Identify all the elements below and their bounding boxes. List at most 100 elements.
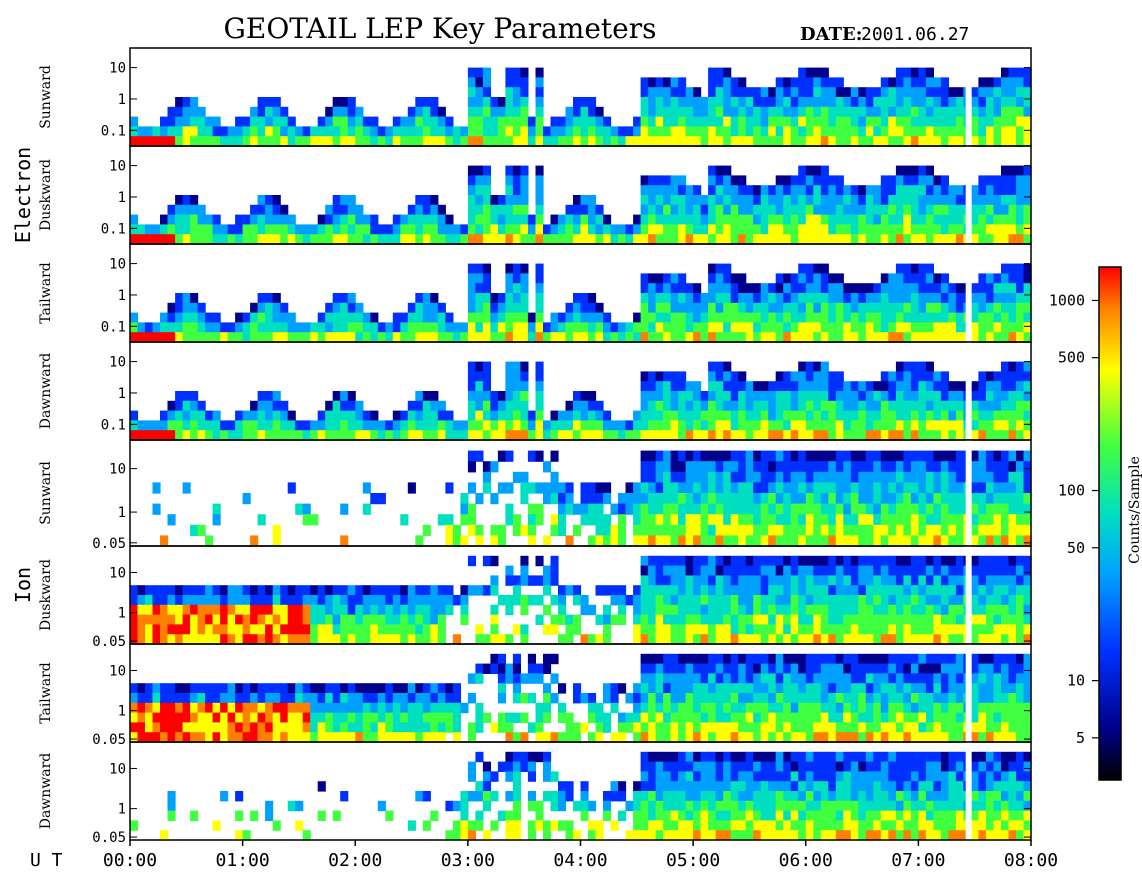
spectrogram-cell [347,224,356,235]
spectrogram-cell [1008,712,1017,723]
spectrogram-cell [287,482,296,494]
spectrogram-cell [685,461,694,473]
spectrogram-cell [340,791,349,802]
spectrogram-cell [295,430,304,441]
spectrogram-cell [685,430,694,441]
spectrogram-cell [903,400,912,412]
spectrogram-cell [933,332,942,343]
spectrogram-cell [265,585,274,596]
spectrogram-cell [610,234,619,245]
spectrogram-cell [948,312,957,323]
spectrogram-cell [955,555,964,567]
spectrogram-cell [858,575,867,586]
spectrogram-cell [925,410,934,421]
spectrogram-cell [475,175,484,186]
spectrogram-cell [978,195,987,206]
spectrogram-cell [475,430,484,441]
spectrogram-cell [558,585,567,596]
spectrogram-cell [723,493,732,505]
spectrogram-cell [325,224,334,235]
spectrogram-cell [888,614,897,625]
spectrogram-cell [175,332,184,343]
spectrogram-cell [745,410,754,421]
spectrogram-cell [828,312,837,323]
spectrogram-cell [347,400,356,412]
spectrogram-cell [738,493,747,505]
spectrogram-cell [723,524,732,536]
spectrogram-cell [670,87,679,98]
spectrogram-cell [565,585,574,596]
spectrogram-cell [452,712,461,723]
spectrogram-cell [753,595,762,606]
spectrogram-cell [1023,77,1032,88]
spectrogram-cell [588,830,597,841]
spectrogram-cell [753,461,762,473]
spectrogram-cell [753,204,762,216]
spectrogram-cell [1001,214,1010,225]
spectrogram-cell [933,381,942,392]
spectrogram-cell [407,126,416,137]
spectrogram-cell [355,136,364,147]
spectrogram-cell [775,175,784,186]
spectrogram-cell [407,224,416,235]
spectrogram-cell [835,195,844,206]
spectrogram-cell [415,204,424,216]
spectrogram-cell [685,535,694,547]
spectrogram-cell [287,722,296,733]
spectrogram-cell [693,493,702,505]
spectrogram-cell [415,702,424,714]
spectrogram-cell [858,471,867,483]
spectrogram-cell [1001,97,1010,108]
spectrogram-cell [940,420,949,431]
spectrogram-cell [775,663,784,674]
spectrogram-cell [948,604,957,616]
spectrogram-cell [467,116,476,127]
spectrogram-cell [693,461,702,473]
spectrogram-cell [753,116,762,127]
spectrogram-cell [550,800,559,812]
spectrogram-cell [415,195,424,206]
spectrogram-cell [873,614,882,625]
spectrogram-cell [190,391,199,402]
spectrogram-cell [970,614,979,625]
spectrogram-cell [925,312,934,323]
spectrogram-cell [595,702,604,714]
spectrogram-cell [325,332,334,343]
spectrogram-cell [1008,116,1017,127]
spectrogram-cell [933,87,942,98]
spectrogram-cell [633,514,642,526]
spectrogram-cell [858,624,867,635]
spectrogram-cell [948,136,957,147]
spectrogram-cell [242,136,251,147]
spectrogram-cell [933,293,942,304]
spectrogram-cell [955,595,964,606]
spectrogram-cell [820,263,829,274]
spectrogram-cell [753,722,762,733]
spectrogram-cell [512,663,521,674]
spectrogram-cell [910,204,919,216]
spectrogram-cell [1023,595,1032,606]
spectrogram-cell [738,683,747,694]
spectrogram-cell [573,293,582,304]
spectrogram-cell [520,493,529,505]
spectrogram-cell [775,332,784,343]
spectrogram-cell [558,224,567,235]
spectrogram-cell [978,185,987,196]
spectrogram-cell [407,322,416,333]
spectrogram-cell [978,482,987,494]
spectrogram-cell [663,126,672,137]
spectrogram-cell [760,410,769,421]
spectrogram-cell [805,555,814,567]
spectrogram-cell [618,126,627,137]
spectrogram-cell [865,624,874,635]
spectrogram-cell [145,332,154,343]
spectrogram-cell [685,322,694,333]
spectrogram-cell [595,234,604,245]
spectrogram-cell [910,312,919,323]
spectrogram-cell [955,663,964,674]
spectrogram-cell [1016,136,1025,147]
spectrogram-cell [693,712,702,723]
spectrogram-cell [422,106,431,118]
spectrogram-cell [715,585,724,596]
spectrogram-cell [813,302,822,314]
